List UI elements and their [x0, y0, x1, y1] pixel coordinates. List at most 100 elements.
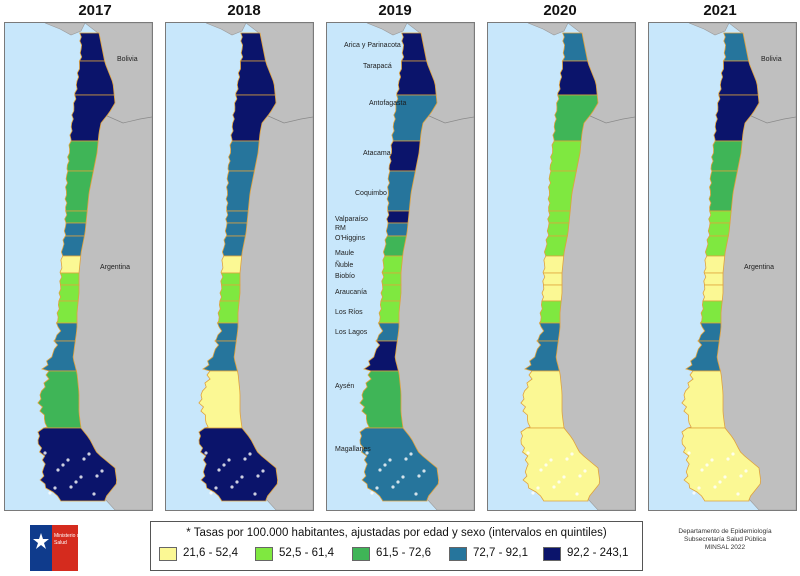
legend-swatch — [352, 547, 370, 561]
island-speck — [583, 469, 587, 473]
region-shape — [224, 222, 248, 237]
island-speck — [209, 491, 213, 495]
island-speck — [414, 492, 418, 496]
island-speck — [739, 474, 743, 478]
region-shape — [220, 255, 243, 274]
region-label: Los Ríos — [335, 309, 363, 316]
island-speck — [422, 469, 426, 473]
legend: * Tasas por 100.000 habitantes, ajustada… — [150, 521, 643, 571]
island-speck — [710, 458, 714, 462]
legend-label: 61,5 - 72,6 — [376, 547, 431, 559]
island-speck — [549, 458, 553, 462]
island-speck — [539, 468, 543, 472]
island-speck — [544, 463, 548, 467]
island-speck — [570, 452, 574, 456]
department-credit: Departamento de Epidemiología Subsecreta… — [660, 528, 790, 552]
island-speck — [687, 451, 691, 455]
region-shape — [380, 284, 402, 302]
region-shape — [546, 222, 570, 237]
island-speck — [217, 468, 221, 472]
country-border — [426, 114, 474, 124]
island-speck — [552, 485, 556, 489]
island-speck — [575, 492, 579, 496]
country-label-bolivia: Bolivia — [117, 56, 138, 63]
legend-label: 52,5 - 61,4 — [279, 547, 334, 559]
island-speck — [578, 474, 582, 478]
island-speck — [401, 475, 405, 479]
island-speck — [253, 492, 257, 496]
island-speck — [723, 475, 727, 479]
island-speck — [692, 491, 696, 495]
map-panel-2021: Bolivia Argentina — [648, 22, 797, 511]
map-svg: Bolivia Argentina — [5, 23, 152, 510]
island-speck — [736, 492, 740, 496]
department-line: MINSAL 2022 — [704, 544, 746, 551]
region-label: Araucanía — [335, 289, 367, 296]
island-speck — [526, 451, 530, 455]
region-shape — [681, 427, 762, 502]
country-border — [587, 114, 635, 124]
island-speck — [531, 491, 535, 495]
island-speck — [391, 485, 395, 489]
country-border — [104, 114, 152, 124]
region-label: Los Lagos — [335, 329, 368, 336]
region-label: Magallanes — [335, 446, 371, 453]
legend-swatch — [449, 547, 467, 561]
year-label: 2021 — [703, 2, 737, 19]
island-speck — [713, 485, 717, 489]
year-label: 2018 — [227, 2, 261, 19]
region-shape — [385, 222, 409, 237]
country-border — [265, 114, 313, 124]
region-shape — [66, 140, 99, 172]
map-svg: Arica y Parinacota Tarapacá Antofagasta Ata… — [327, 23, 474, 510]
region-shape — [708, 210, 732, 224]
island-speck — [92, 492, 96, 496]
country-border — [748, 114, 796, 124]
island-speck — [378, 468, 382, 472]
island-speck — [718, 480, 722, 484]
peru-land — [527, 23, 569, 36]
island-speck — [370, 491, 374, 495]
region-shape — [59, 255, 82, 274]
island-speck — [726, 457, 730, 461]
island-speck — [43, 451, 47, 455]
map-svg: Bolivia Argentina — [649, 23, 796, 510]
department-line: Departamento de Epidemiología — [678, 528, 772, 535]
region-label: Ñuble — [335, 260, 353, 269]
peru-land — [205, 23, 247, 36]
map-panel-2018 — [165, 22, 314, 511]
island-speck — [48, 491, 52, 495]
region-shape — [538, 300, 562, 324]
region-shape — [220, 272, 241, 286]
island-speck — [74, 480, 78, 484]
region-shape — [707, 222, 731, 237]
island-speck — [565, 457, 569, 461]
region-label: Tarapacá — [363, 63, 392, 70]
island-speck — [409, 452, 413, 456]
island-speck — [79, 475, 83, 479]
region-shape — [225, 210, 249, 224]
island-speck — [235, 480, 239, 484]
region-shape — [388, 140, 421, 172]
region-shape — [64, 210, 88, 224]
legend-label: 92,2 - 243,1 — [567, 547, 629, 559]
ministry-logo: Ministerio de Salud — [30, 525, 83, 571]
island-speck — [700, 468, 704, 472]
region-label: Aysén — [335, 383, 354, 390]
year-label: 2020 — [543, 2, 577, 19]
island-speck — [227, 458, 231, 462]
island-speck — [697, 486, 701, 490]
island-speck — [230, 485, 234, 489]
island-speck — [222, 463, 226, 467]
legend-label: 72,7 - 92,1 — [473, 547, 528, 559]
region-label: Coquimbo — [355, 190, 387, 197]
island-speck — [248, 452, 252, 456]
island-speck — [375, 486, 379, 490]
region-shape — [543, 235, 568, 257]
region-shape — [703, 255, 726, 274]
region-shape — [63, 222, 87, 237]
region-shape — [59, 272, 80, 286]
region-shape — [377, 300, 401, 324]
region-shape — [381, 255, 404, 274]
island-speck — [383, 463, 387, 467]
